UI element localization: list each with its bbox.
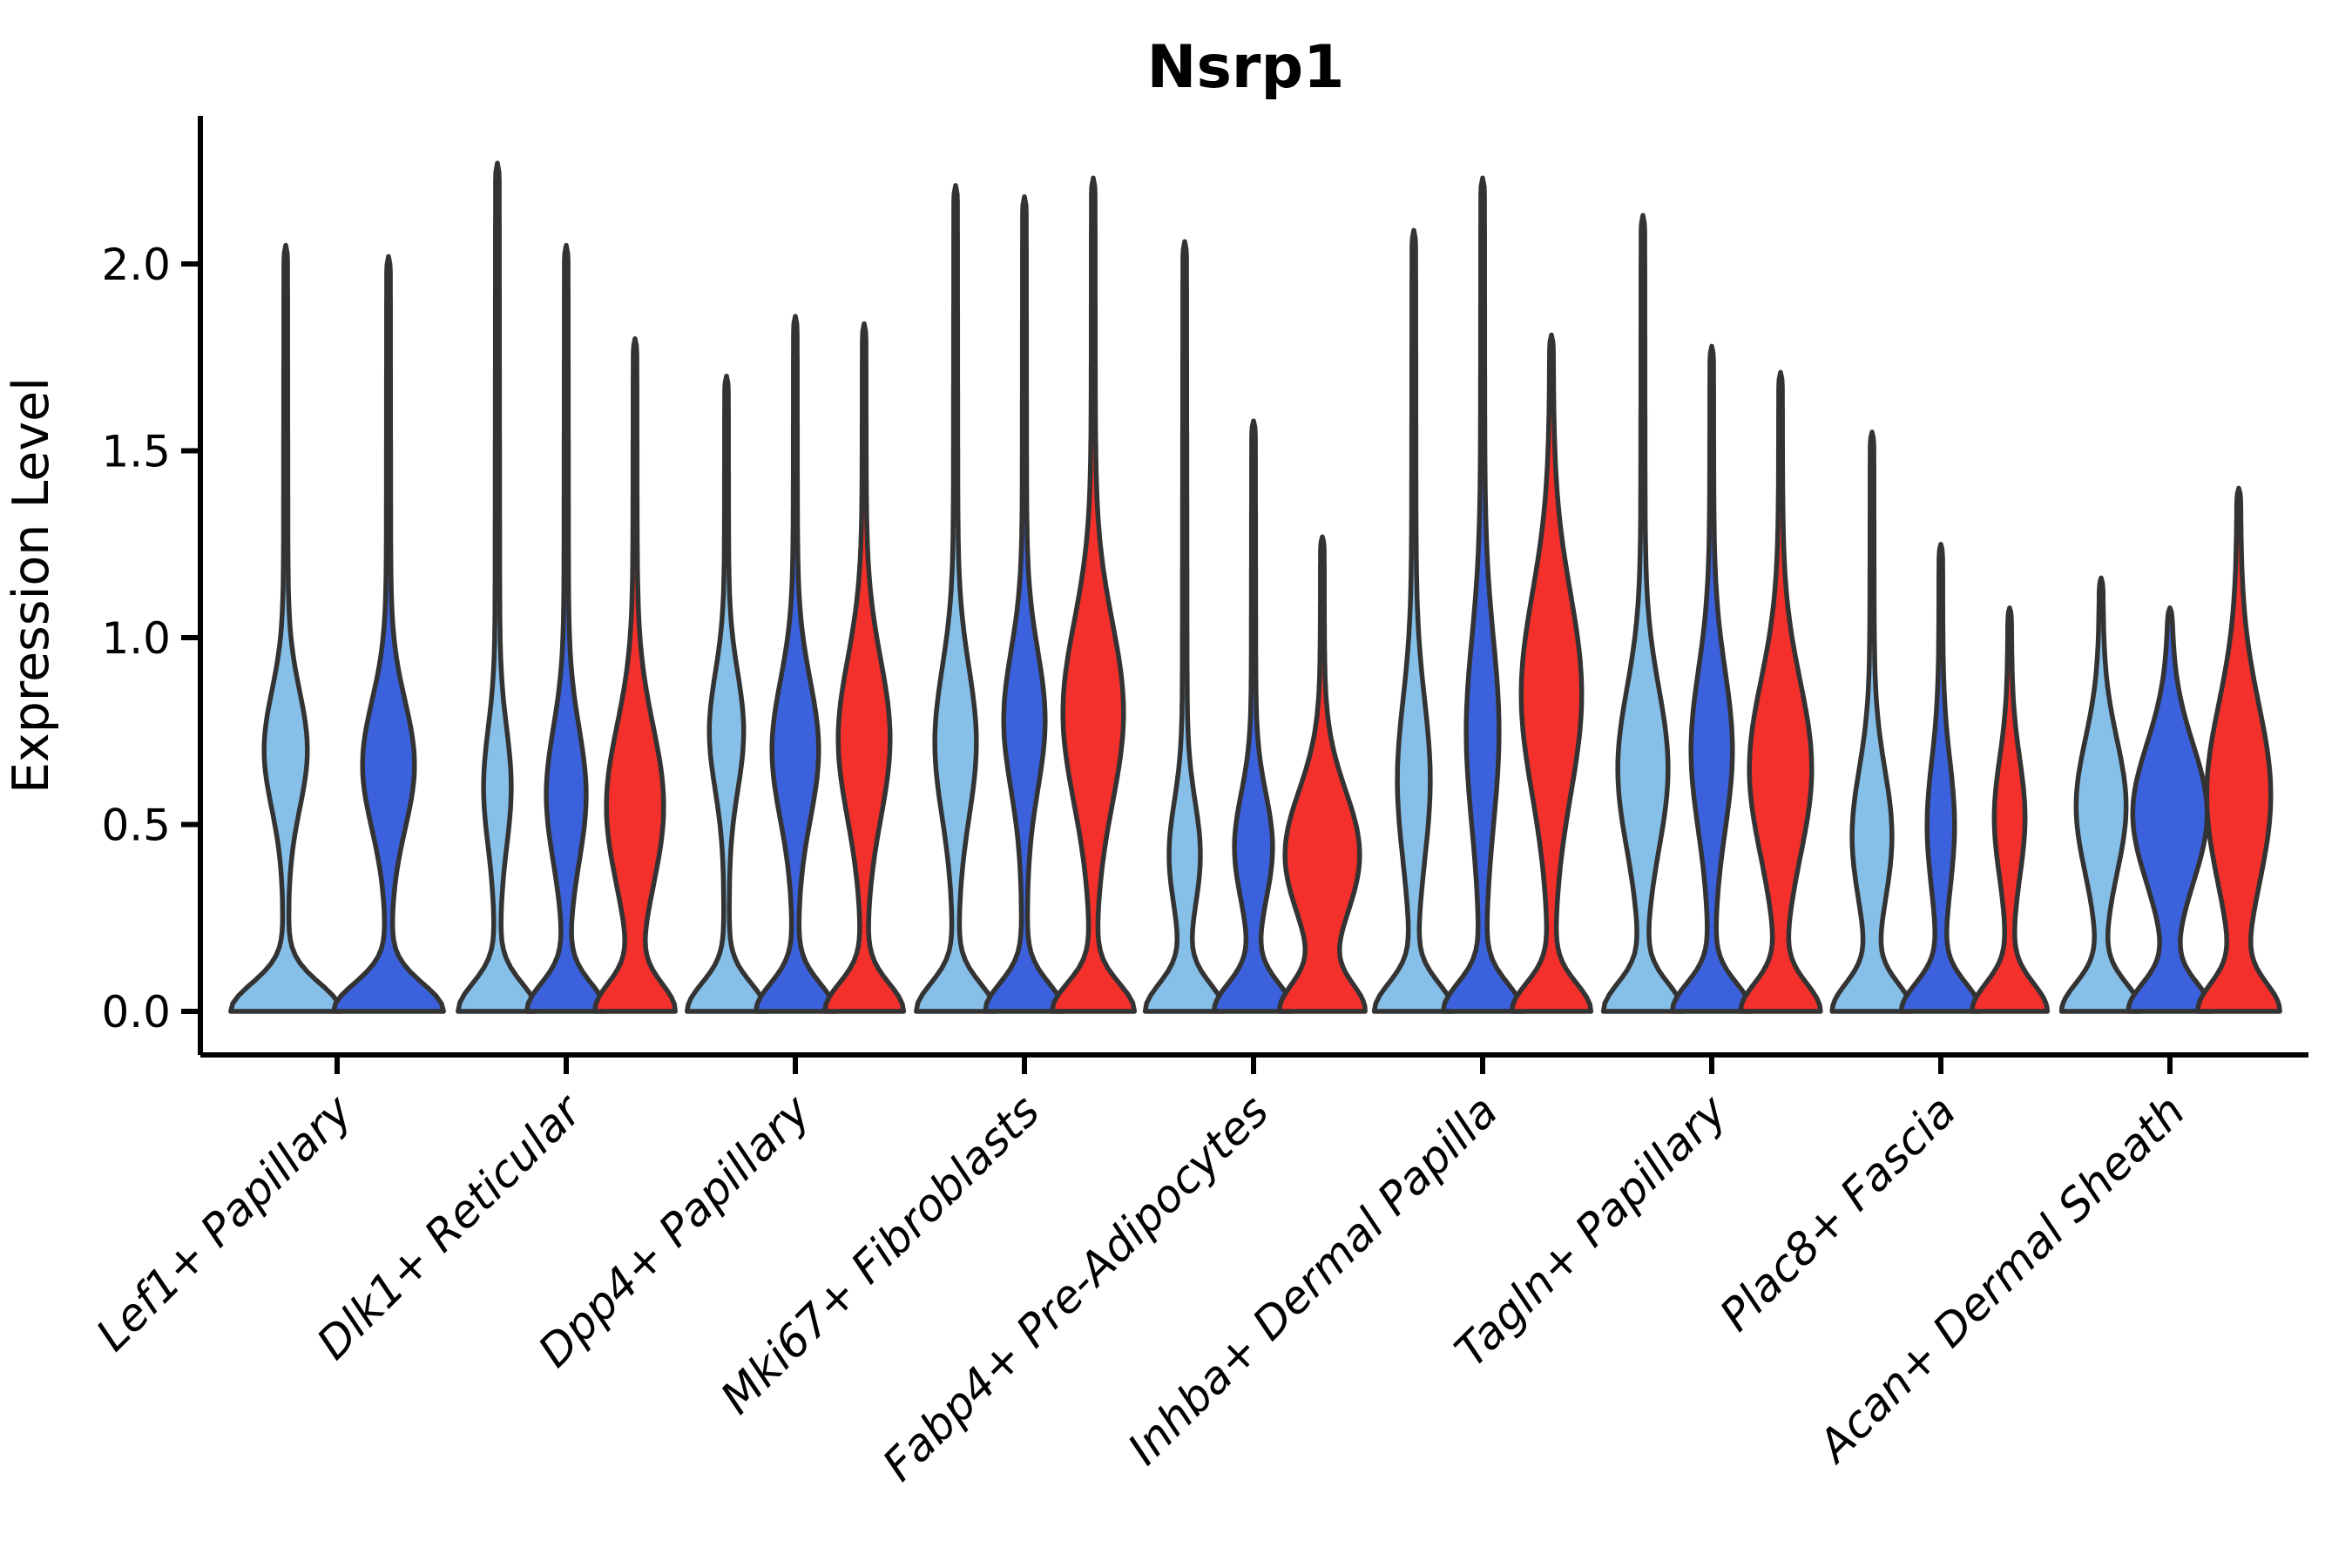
chart-title: Nsrp1 <box>1147 33 1345 102</box>
x-tick-label-acan-dermal-sheath: Acan+ Dermal Sheath <box>1808 1085 2195 1473</box>
violin-acan-dermal-sheath-light_blue <box>2058 575 2144 1014</box>
violin-fabp4-pre-adipocytes-dark_blue <box>1211 418 1296 1014</box>
x-tick-label-plac8-fascia: Plac8+ Fascia <box>1711 1085 1967 1342</box>
violin-plac8-fascia-dark_blue <box>1898 542 1984 1014</box>
violin-inhba-dermal-papilla-light_blue <box>1371 227 1456 1014</box>
violin-mki67-fibroblasts-light_blue <box>914 183 997 1014</box>
y-tick-label: 2.0 <box>101 240 171 290</box>
violin-lef1-papillary-light_blue <box>228 242 343 1014</box>
violin-acan-dermal-sheath-red <box>2195 485 2282 1014</box>
y-axis-label: Expression Level <box>3 377 60 794</box>
violin-dpp4-papillary-light_blue <box>685 373 768 1014</box>
y-tick-label: 1.0 <box>101 613 171 664</box>
violin-dpp4-papillary-red <box>821 321 907 1014</box>
violin-acan-dermal-sheath-dark_blue <box>2126 605 2214 1014</box>
violin-tagln-papillary-red <box>1738 369 1823 1014</box>
violin-tagln-papillary-dark_blue <box>1669 343 1754 1014</box>
violin-dlk1-reticular-dark_blue <box>524 242 609 1014</box>
y-tick-label: 1.5 <box>101 427 171 477</box>
violin-lef1-papillary-dark_blue <box>331 253 446 1014</box>
violin-mki67-fibroblasts-red <box>1049 175 1138 1014</box>
violin-dlk1-reticular-light_blue <box>456 160 539 1014</box>
violin-fabp4-pre-adipocytes-light_blue <box>1142 239 1227 1014</box>
y-tick-label: 0.5 <box>101 801 171 851</box>
violin-mki67-fibroblasts-dark_blue <box>983 194 1066 1014</box>
violin-inhba-dermal-papilla-red <box>1509 332 1594 1014</box>
violin-inhba-dermal-papilla-dark_blue <box>1440 175 1525 1014</box>
violin-tagln-papillary-light_blue <box>1600 213 1686 1014</box>
x-tick-label-inhba-dermal-papilla: Inhba+ Dermal Papilla <box>1119 1085 1508 1475</box>
violin-fabp4-pre-adipocytes-red <box>1277 534 1368 1014</box>
violin-dpp4-papillary-dark_blue <box>754 314 837 1014</box>
violin-plac8-fascia-red <box>1969 605 2051 1014</box>
x-tick-label-fabp4-pre-adipocytes: Fabp4+ Pre-Adipocytes <box>874 1085 1280 1491</box>
y-tick-label: 0.0 <box>101 987 171 1037</box>
violin-plac8-fascia-light_blue <box>1829 429 1915 1014</box>
violin-dlk1-reticular-red <box>592 336 678 1014</box>
